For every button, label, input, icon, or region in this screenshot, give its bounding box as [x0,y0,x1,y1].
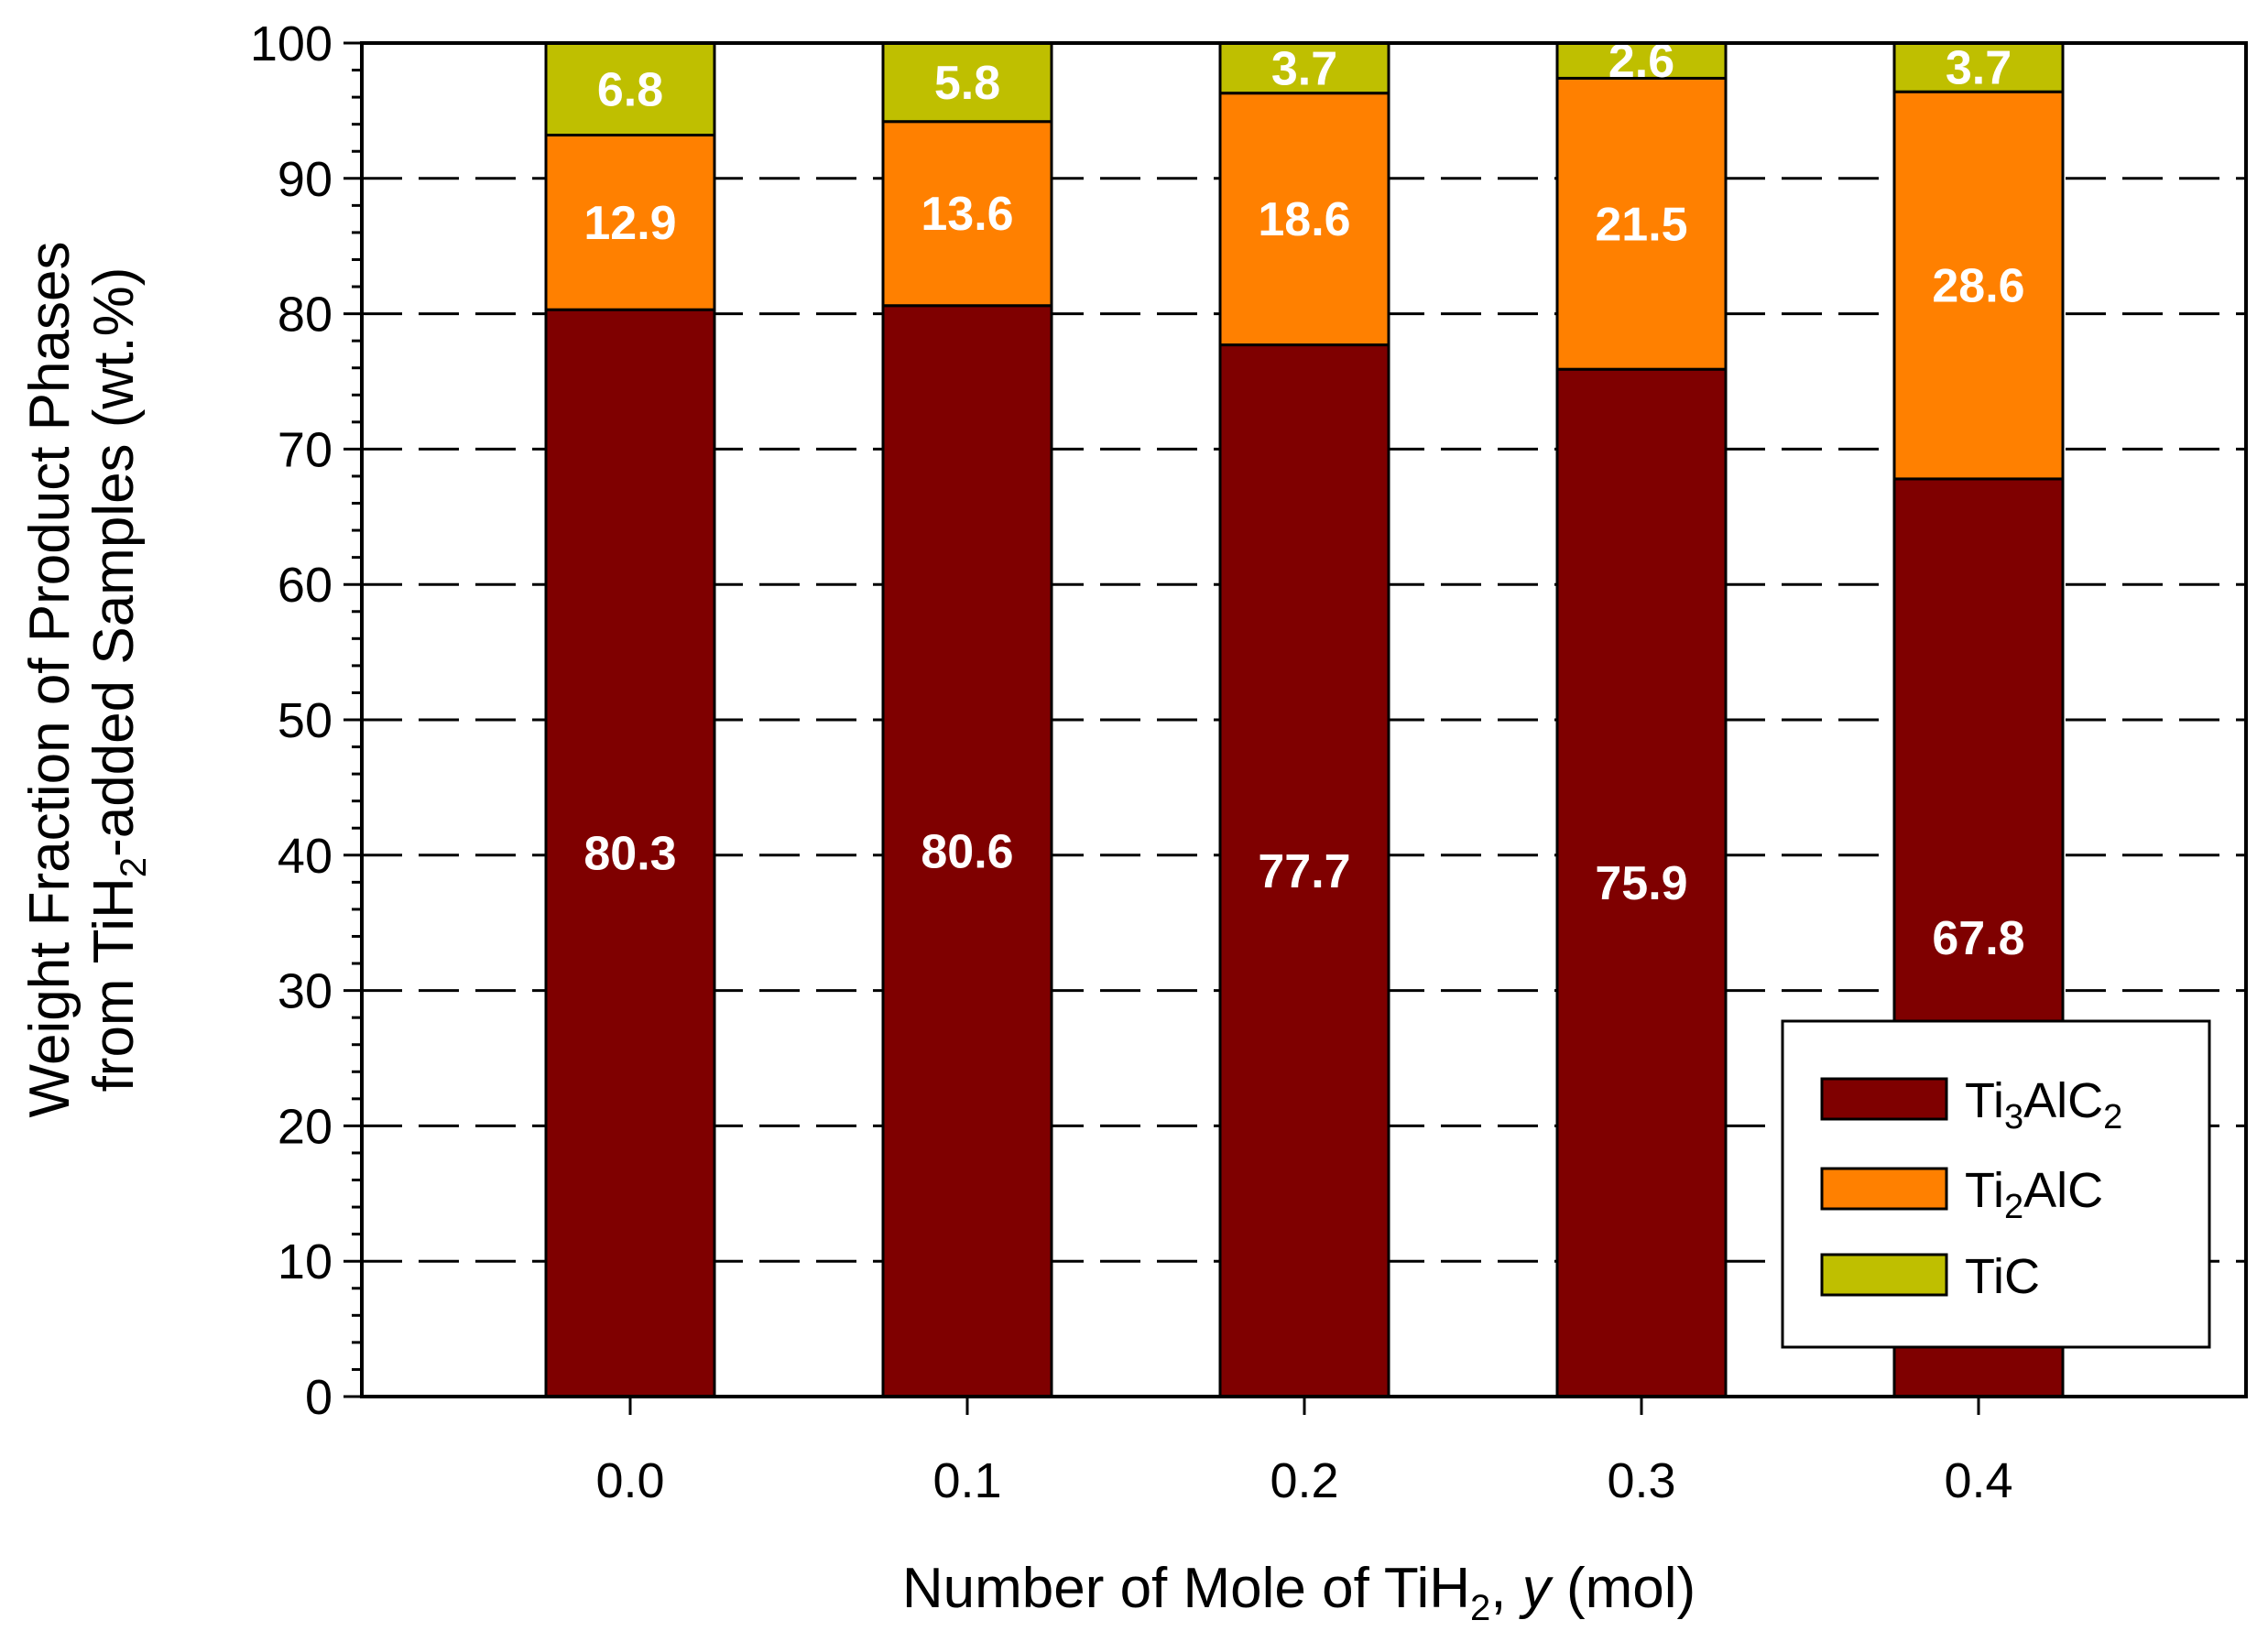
legend: Ti3AlC2 Ti2AlC TiC [1781,1019,2211,1349]
legend-label-ti3alc2-sub2: 2 [2103,1098,2122,1136]
y-tick-label-50: 50 [278,693,333,748]
legend-label-ti2alc: Ti2AlC [1965,1163,2103,1226]
data-label-tic-0.0: 6.8 [597,63,663,116]
x-axis-title-prefix: Number of Mole of TiH [902,1557,1470,1620]
bar-ti3alc2-0.0 [544,308,716,1398]
y-tick-label-90: 90 [278,152,333,207]
data-label-ti2alc-0.2: 18.6 [1258,193,1350,246]
y-tick-label-70: 70 [278,422,333,477]
legend-swatch-ti3alc2 [1820,1077,1948,1121]
legend-label-ti2alc-main: Ti [1965,1163,2004,1218]
x-tick-label-0.3: 0.3 [1607,1453,1675,1508]
bar-ti2alc-0.1 [881,120,1053,308]
y-axis-title-line2: from TiH2-added Samples (wt.%) [82,267,154,1093]
y-tick-label-60: 60 [278,558,333,613]
data-label-ti3alc2-0.2: 77.7 [1258,845,1350,898]
x-tick-label-0.0: 0.0 [595,1453,664,1508]
bar-ti3alc2-0.3 [1555,367,1728,1398]
legend-swatch-ti2alc [1820,1167,1948,1211]
legend-label-ti3alc2-sub1: 3 [2004,1098,2023,1136]
bar-ti2alc-0.2 [1218,92,1390,347]
data-label-tic-0.2: 3.7 [1271,42,1337,95]
data-label-ti2alc-0.1: 13.6 [921,188,1013,241]
y-tick-label-40: 40 [278,829,333,884]
axes: 0 10 20 30 40 50 60 70 80 90 100 0.0 0.1 0.2 0.3 0.4 [250,16,2248,1508]
bar-tic-0.4 [1892,41,2065,93]
y-axis-title-line2-sub: 2 [114,857,154,877]
legend-label-ti2alc-mid: AlC [2023,1163,2103,1218]
y-tick-label-0: 0 [305,1370,333,1425]
bar-ti2alc-0.0 [544,134,716,311]
data-label-ti3alc2-0.1: 80.6 [921,825,1013,878]
data-label-ti2alc-0.4: 28.6 [1932,260,2024,313]
y-tick-label-20: 20 [278,1099,333,1154]
data-label-tic-0.1: 5.8 [934,57,1000,110]
legend-label-ti3alc2-mid: AlC [2023,1073,2103,1128]
x-axis-title-sub: 2 [1470,1588,1490,1628]
y-tick-label-10: 10 [278,1234,333,1289]
legend-label-ti2alc-sub1: 2 [2004,1188,2023,1226]
bars [544,41,2065,1398]
data-label-ti2alc-0.0: 12.9 [583,197,676,250]
data-label-ti3alc2-0.3: 75.9 [1595,857,1687,910]
y-tick-label-30: 30 [278,964,333,1019]
y-axis-title-line2-suffix: -added Samples (wt.%) [82,267,146,857]
data-labels: 80.3 12.9 6.8 80.6 13.6 5.8 77.7 18.6 3.7 75.9 21.… [583,35,2024,965]
legend-label-ti3alc2: Ti3AlC2 [1965,1073,2122,1136]
data-label-tic-0.4: 3.7 [1946,42,2012,95]
legend-label-tic: TiC [1965,1249,2040,1304]
x-axis-title-italic: y [1519,1557,1554,1620]
y-axis-title-line1: Weight Fraction of Product Phases [18,242,82,1118]
legend-label-ti3alc2-main: Ti [1965,1073,2004,1128]
data-label-ti2alc-0.3: 21.5 [1595,198,1687,251]
legend-swatch-tic [1820,1253,1948,1297]
data-label-ti3alc2-0.4: 67.8 [1932,912,2024,965]
y-axis-title-line2-prefix: from TiH [82,877,146,1092]
x-tick-label-0.2: 0.2 [1270,1453,1338,1508]
y-tick-label-80: 80 [278,288,333,343]
bar-tic-0.2 [1218,41,1390,95]
bar-tic-0.1 [881,41,1053,124]
x-tick-label-0.4: 0.4 [1944,1453,2012,1508]
data-label-ti3alc2-0.0: 80.3 [583,828,676,881]
x-axis-title: Number of Mole of TiH2, y (mol) [902,1557,1696,1628]
x-axis-title-suffix: (mol) [1551,1557,1696,1620]
bar-ti2alc-0.4 [1892,90,2065,481]
x-tick-label-0.1: 0.1 [932,1453,1001,1508]
y-tick-label-100: 100 [250,16,333,71]
x-axis-title-mid: , [1490,1557,1521,1620]
